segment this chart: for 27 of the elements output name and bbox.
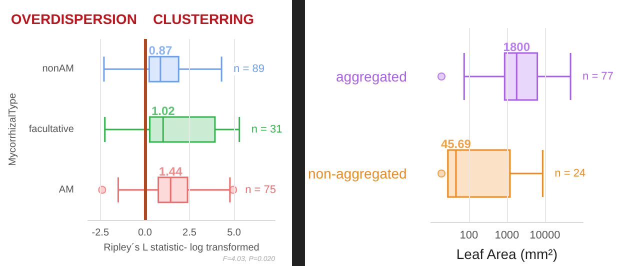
x-tick-label: -2.5 (92, 228, 110, 238)
x-axis-title: Ripley´s L statistic- log transformed (104, 242, 260, 254)
x-tick-label: 1000 (494, 230, 520, 242)
y-tick-label: aggregated (336, 68, 407, 84)
x-tick-label: 10000 (530, 230, 560, 242)
y-axis-title: MycorrhizalType (8, 92, 18, 166)
annotation: 45.69 (440, 137, 472, 151)
annotation: n = 31 (251, 124, 282, 136)
y-tick-label: nonAM (42, 64, 74, 75)
x-tick-label: 0.0 (138, 228, 152, 238)
annotation: n = 89 (234, 63, 264, 76)
annotation: n = 77 (582, 70, 614, 82)
annotation: 1.44 (158, 164, 183, 178)
annotation: 0.87 (148, 44, 172, 58)
text: CLUSTERRING (152, 11, 254, 27)
x-tick-label: 100 (460, 230, 478, 242)
x-tick-label: 5.0 (227, 228, 242, 238)
x-axis-title: Leaf Area (mm²) (456, 246, 558, 262)
annotation: 1800 (503, 40, 530, 54)
y-tick-label: AM (58, 184, 74, 196)
text: OVERDISPERSION (10, 11, 137, 27)
annotation: n = 75 (245, 184, 276, 196)
y-tick-label: facultative (28, 124, 74, 135)
annotation: n = 24 (554, 168, 586, 180)
annotation: 1.02 (151, 104, 176, 118)
y-tick-label: non-aggregated (308, 166, 407, 182)
x-tick-label: 2.5 (182, 228, 197, 238)
